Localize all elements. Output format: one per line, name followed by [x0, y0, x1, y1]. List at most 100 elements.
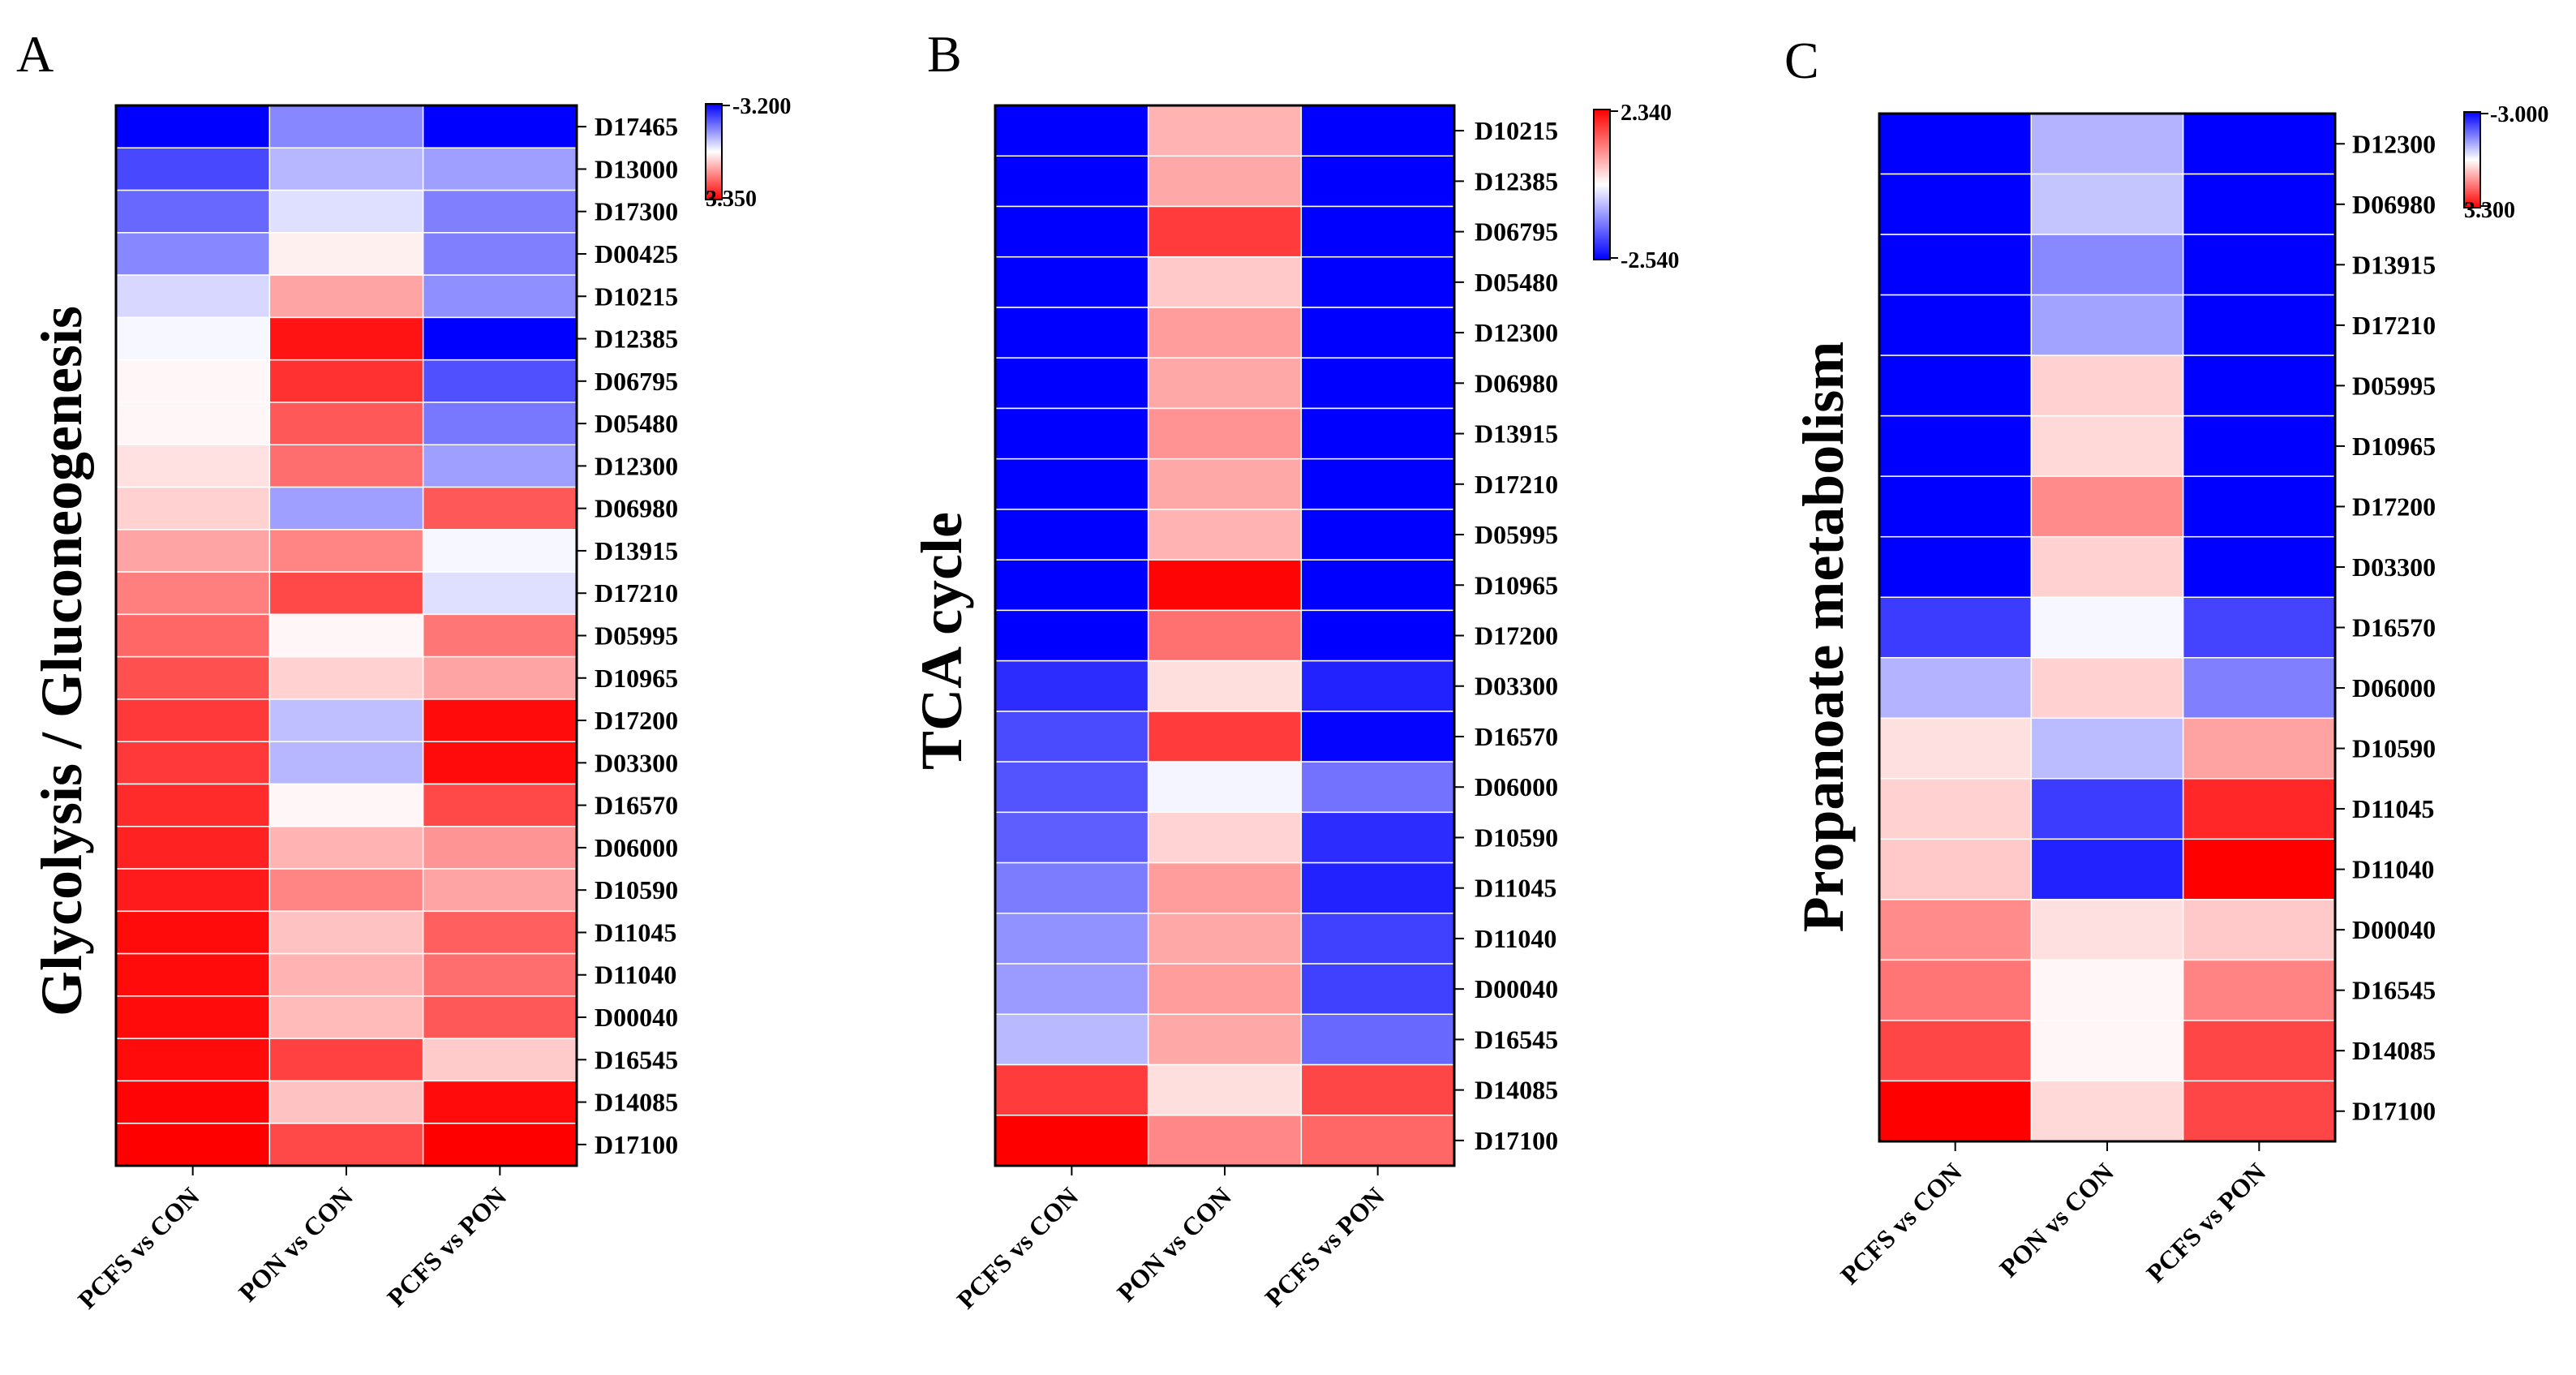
panel-b-cell — [1147, 660, 1303, 712]
panel-a-cell — [422, 995, 577, 1039]
panel-a-cell — [268, 910, 424, 955]
panel-b-cell — [994, 155, 1149, 208]
panel-c-row-label: D05995 — [2352, 371, 2436, 400]
panel-a-cell — [268, 868, 424, 913]
panel-b-letter: B — [927, 25, 962, 83]
panel-c-cell — [2030, 475, 2184, 538]
panel-a-cell — [268, 105, 424, 149]
panel-c-row-label: D14085 — [2352, 1036, 2436, 1065]
panel-c-row-label: D16545 — [2352, 976, 2436, 1005]
panel-c-cell — [1878, 717, 2033, 780]
panel-c-cell — [2182, 475, 2336, 538]
panel-a-row-label: D17100 — [595, 1130, 678, 1159]
panel-b-column-label: PCFS vs CON — [951, 1181, 1084, 1314]
panel-c-cell — [1878, 294, 2033, 356]
panel-a-cell — [115, 147, 271, 191]
panel-b-row-label: D16570 — [1475, 722, 1558, 751]
panel-c-row-label: D17100 — [2352, 1097, 2436, 1126]
panel-a-cell — [268, 529, 424, 573]
panel-c-cell — [1878, 173, 2033, 235]
panel-b-cell — [994, 811, 1149, 864]
panel-b-cell — [1300, 155, 1455, 208]
panel-a-row-label: D13915 — [595, 536, 678, 565]
panel-c-row-label: D06980 — [2352, 190, 2436, 219]
panel-b-cell — [994, 357, 1149, 410]
panel-a-cell — [115, 105, 271, 149]
panel-b-cell — [1300, 862, 1455, 914]
panel-c-cell — [2182, 657, 2336, 720]
panel-a-cell — [115, 189, 271, 234]
panel-a-cell — [422, 868, 577, 913]
panel-c-column-labels: PCFS vs CON PON vs CON PCFS vs PON — [1835, 1141, 2271, 1290]
panel-b-cell — [1300, 256, 1455, 308]
panel-c-cell — [2030, 596, 2184, 659]
panel-a-cell — [422, 741, 577, 785]
panel-a-cells — [115, 105, 577, 1167]
panel-b-cell — [1147, 862, 1303, 914]
panel-c-column-label: PCFS vs CON — [1835, 1157, 1968, 1290]
panel-c-cell — [1878, 234, 2033, 296]
panel-c-cell — [1878, 475, 2033, 538]
panel-a-cell — [268, 1122, 424, 1167]
panel-b-row-label: D17210 — [1475, 470, 1558, 499]
panel-a-cell — [115, 868, 271, 913]
panel-b-cell — [1300, 609, 1455, 662]
panel-c-cell — [2030, 959, 2184, 1021]
panel-b-cell — [994, 1013, 1149, 1066]
panel-c-cell — [1878, 596, 2033, 659]
panel-b-cell — [1300, 1115, 1455, 1167]
panel-b-cell — [1300, 357, 1455, 410]
panel-a-cell — [422, 232, 577, 276]
panel-b-cell — [994, 205, 1149, 258]
panel-c-cell — [2182, 717, 2336, 780]
panel-b-cell — [1300, 963, 1455, 1016]
panel-b-colorbar-top-label: 2.340 — [1621, 101, 1672, 126]
panel-a-row-labels: D17465 D13000 D17300 D00425 D10215 D12385 D067… — [577, 112, 678, 1159]
panel-c-cell — [1878, 899, 2033, 961]
panel-a-row-label: D06795 — [595, 367, 678, 396]
panel-a-cell — [115, 529, 271, 573]
panel-b-row-label: D14085 — [1475, 1076, 1558, 1105]
panel-b-row-label: D11045 — [1475, 874, 1556, 903]
panel-a-cell — [268, 486, 424, 531]
panel-a-cell — [268, 698, 424, 742]
panel-b-row-label: D06000 — [1475, 772, 1558, 801]
panel-b-cell — [994, 963, 1149, 1016]
panel-a-cell — [422, 698, 577, 742]
panel-c-cell — [2182, 1080, 2336, 1142]
panel-c-cell — [2182, 113, 2336, 175]
panel-c-cell — [2030, 838, 2184, 900]
panel-c-row-label: D03300 — [2352, 552, 2436, 582]
panel-b-row-label: D11040 — [1475, 924, 1556, 953]
panel-b-ylabel-group: TCA cycle — [909, 512, 974, 770]
panel-c-row-label: D00040 — [2352, 915, 2436, 944]
panel-c-cell — [1878, 415, 2033, 477]
panel-b-cell — [994, 1115, 1149, 1167]
panel-a-row-label: D11045 — [595, 917, 676, 947]
panel-a-cell — [115, 741, 271, 785]
panel-a-column-label: PON vs CON — [233, 1181, 358, 1307]
panel-a-colorbar-top-label: -3.200 — [732, 94, 791, 119]
panel-a-cell — [268, 783, 424, 827]
panel-a-cell — [268, 189, 424, 234]
panel-c-cell — [2182, 234, 2336, 296]
panel-c-cell — [2030, 113, 2184, 175]
panel-b: B TCA cycle D10215 D12385 D06795 D05480 D123… — [909, 25, 1679, 1314]
panel-a-cell — [115, 232, 271, 276]
panel-a-cell — [422, 826, 577, 870]
panel-a-row-label: D00040 — [595, 1003, 678, 1032]
panel-c-cell — [2182, 535, 2336, 598]
panel-a-cell — [422, 105, 577, 149]
panel-c-cell — [1878, 354, 2033, 417]
panel-c-row-label: D13915 — [2352, 250, 2436, 279]
panel-a-cell — [422, 359, 577, 403]
panel-a-cell — [422, 571, 577, 616]
panel-a-cell — [268, 995, 424, 1039]
panel-a-cell — [422, 316, 577, 361]
panel-a-cell — [422, 783, 577, 827]
panel-a-cell — [268, 444, 424, 488]
panel-a-cell — [268, 274, 424, 319]
panel-a-cell — [268, 1038, 424, 1082]
panel-a-cell — [115, 698, 271, 742]
panel-c-cell — [2182, 596, 2336, 659]
